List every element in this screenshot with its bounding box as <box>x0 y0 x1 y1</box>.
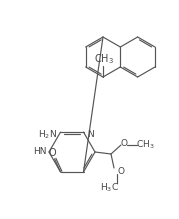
Text: H$_2$N: H$_2$N <box>38 129 57 141</box>
Text: CH$_3$: CH$_3$ <box>94 52 114 66</box>
Text: H$_3$C: H$_3$C <box>100 182 118 194</box>
Text: N: N <box>88 130 94 139</box>
Text: O: O <box>117 166 124 175</box>
Text: CH$_3$: CH$_3$ <box>136 139 154 151</box>
Text: O: O <box>120 140 127 148</box>
Text: HN: HN <box>33 148 47 157</box>
Text: O: O <box>49 148 56 158</box>
